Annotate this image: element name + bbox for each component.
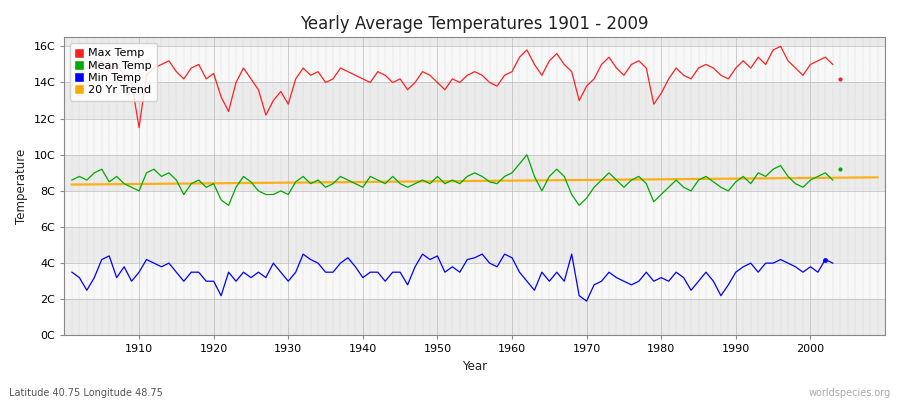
Bar <box>65 37 885 46</box>
Bar <box>65 299 885 336</box>
Bar <box>65 227 885 263</box>
Legend: Max Temp, Mean Temp, Min Temp, 20 Yr Trend: Max Temp, Mean Temp, Min Temp, 20 Yr Tre… <box>70 43 157 101</box>
Bar <box>65 82 885 119</box>
Bar <box>65 46 885 82</box>
Text: Latitude 40.75 Longitude 48.75: Latitude 40.75 Longitude 48.75 <box>9 388 163 398</box>
Bar <box>65 155 885 191</box>
X-axis label: Year: Year <box>463 360 487 373</box>
Bar <box>65 263 885 299</box>
Y-axis label: Temperature: Temperature <box>15 149 28 224</box>
Bar <box>65 191 885 227</box>
Text: worldspecies.org: worldspecies.org <box>809 388 891 398</box>
Title: Yearly Average Temperatures 1901 - 2009: Yearly Average Temperatures 1901 - 2009 <box>301 15 649 33</box>
Bar <box>65 119 885 155</box>
